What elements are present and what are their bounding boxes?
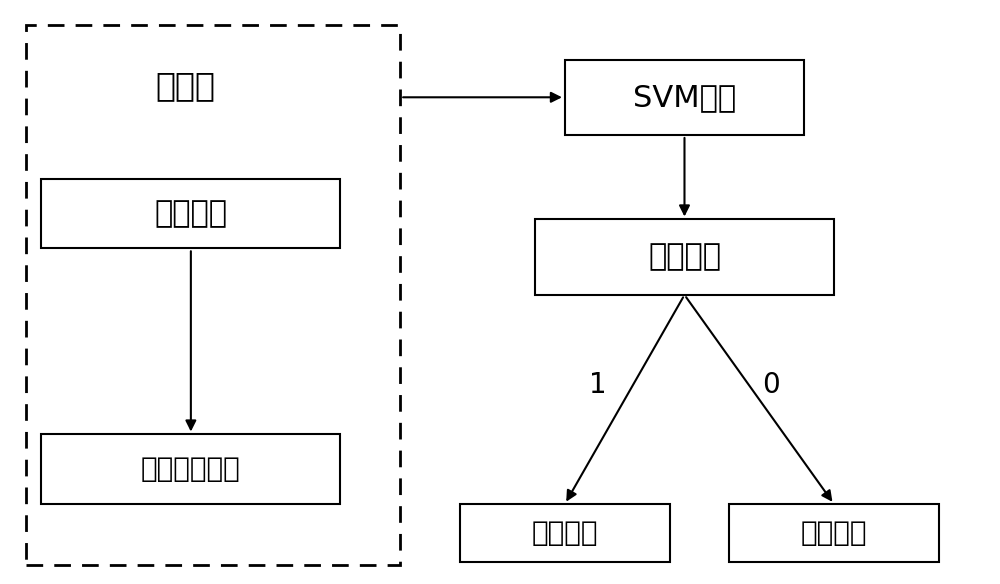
Bar <box>41 434 340 504</box>
Bar <box>729 504 939 562</box>
Bar <box>535 220 834 295</box>
Text: 预测集: 预测集 <box>156 69 216 102</box>
Bar <box>26 25 400 565</box>
Text: SVM预测: SVM预测 <box>633 83 736 112</box>
Bar <box>565 60 804 135</box>
Text: 特征向量集合: 特征向量集合 <box>141 456 241 484</box>
Text: 单次压缩: 单次压缩 <box>801 519 867 547</box>
Text: 0: 0 <box>762 371 780 399</box>
Bar <box>41 179 340 248</box>
Text: 预测标签: 预测标签 <box>648 242 721 272</box>
Text: 1: 1 <box>589 371 607 399</box>
Text: 双重压缩: 双重压缩 <box>532 519 598 547</box>
Bar <box>460 504 670 562</box>
Text: 特征向量: 特征向量 <box>154 199 227 228</box>
